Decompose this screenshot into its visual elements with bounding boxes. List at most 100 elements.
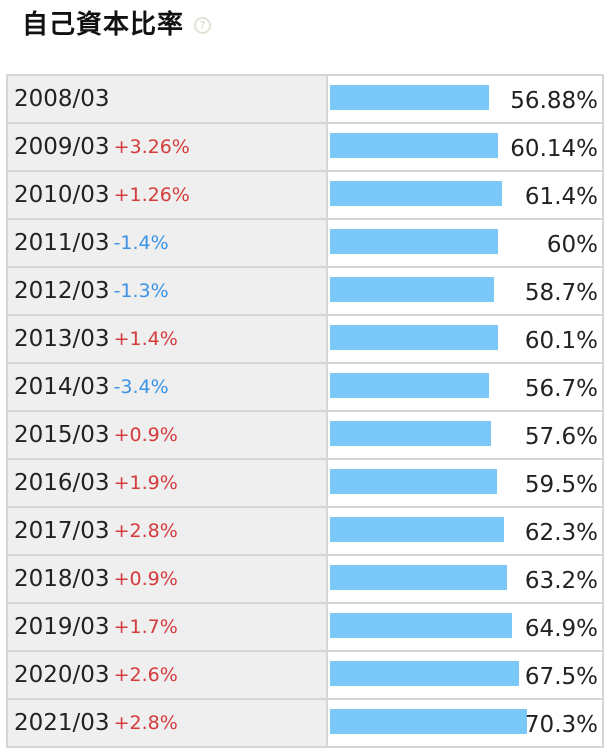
header: 自己資本比率 ? [22, 2, 212, 42]
year-label: 2019/03 [14, 614, 110, 640]
change-label: +2.6% [113, 664, 178, 686]
bar-cell: 63.2% [330, 556, 602, 602]
bar [330, 373, 489, 398]
change-label: +2.8% [113, 520, 178, 542]
bar-cell: 64.9% [330, 604, 602, 650]
table-row: 2013/03 +1.4% 60.1% [8, 314, 602, 362]
change-label: -1.3% [113, 280, 169, 302]
value-label: 61.4% [524, 183, 598, 210]
change-label: -3.4% [113, 376, 169, 398]
value-label: 58.7% [524, 279, 598, 306]
equity-ratio-table: 2008/03 56.88% 2009/03 +3.26% 60.14% 2010/03 +… [6, 74, 604, 748]
bar [330, 181, 502, 206]
bar [330, 613, 512, 638]
bar [330, 661, 519, 686]
bar-cell: 67.5% [330, 652, 602, 698]
table-row: 2020/03 +2.6% 67.5% [8, 650, 602, 698]
bar [330, 517, 505, 542]
bar [330, 565, 507, 590]
change-label: +0.9% [113, 568, 178, 590]
year-label: 2014/03 [14, 374, 110, 400]
bar-cell: 60% [330, 220, 602, 266]
table-row: 2019/03 +1.7% 64.9% [8, 602, 602, 650]
value-label: 60.1% [524, 327, 598, 354]
value-label: 57.6% [524, 423, 598, 450]
bar [330, 229, 498, 254]
value-label: 64.9% [524, 615, 598, 642]
change-label: +1.26% [113, 184, 190, 206]
change-label: +1.7% [113, 616, 178, 638]
table-row: 2016/03 +1.9% 59.5% [8, 458, 602, 506]
table-row: 2015/03 +0.9% 57.6% [8, 410, 602, 458]
table-row: 2021/03 +2.8% 70.3% [8, 698, 602, 746]
year-label: 2017/03 [14, 518, 110, 544]
value-label: 67.5% [524, 663, 598, 690]
year-label: 2021/03 [14, 710, 110, 736]
year-cell: 2014/03 -3.4% [8, 364, 328, 410]
bar-cell: 62.3% [330, 508, 602, 554]
year-cell: 2019/03 +1.7% [8, 604, 328, 650]
value-label: 56.7% [524, 375, 598, 402]
year-label: 2008/03 [14, 86, 110, 112]
bar [330, 421, 492, 446]
year-cell: 2010/03 +1.26% [8, 172, 328, 218]
bar [330, 133, 499, 158]
year-cell: 2013/03 +1.4% [8, 316, 328, 362]
year-label: 2013/03 [14, 326, 110, 352]
year-cell: 2017/03 +2.8% [8, 508, 328, 554]
table-row: 2010/03 +1.26% 61.4% [8, 170, 602, 218]
bar [330, 85, 490, 110]
table-row: 2011/03 -1.4% 60% [8, 218, 602, 266]
year-cell: 2020/03 +2.6% [8, 652, 328, 698]
bar-cell: 58.7% [330, 268, 602, 314]
bar-cell: 59.5% [330, 460, 602, 506]
chart-title: 自己資本比率 [22, 9, 185, 40]
table-row: 2009/03 +3.26% 60.14% [8, 122, 602, 170]
value-label: 62.3% [524, 519, 598, 546]
table-row: 2008/03 56.88% [8, 76, 602, 122]
year-label: 2011/03 [14, 230, 110, 256]
change-label: +3.26% [113, 136, 190, 158]
bar-cell: 56.7% [330, 364, 602, 410]
value-label: 63.2% [524, 567, 598, 594]
table-row: 2014/03 -3.4% 56.7% [8, 362, 602, 410]
change-label: -1.4% [113, 232, 169, 254]
value-label: 56.88% [510, 87, 598, 114]
year-cell: 2012/03 -1.3% [8, 268, 328, 314]
bar [330, 325, 499, 350]
year-label: 2016/03 [14, 470, 110, 496]
bar [330, 709, 527, 734]
bar [330, 277, 495, 302]
year-cell: 2021/03 +2.8% [8, 700, 328, 746]
table-row: 2017/03 +2.8% 62.3% [8, 506, 602, 554]
bar-cell: 57.6% [330, 412, 602, 458]
help-question-icon[interactable]: ? [194, 16, 212, 34]
value-label: 59.5% [524, 471, 598, 498]
value-label: 60% [546, 231, 598, 258]
bar-cell: 60.14% [330, 124, 602, 170]
bar-cell: 61.4% [330, 172, 602, 218]
year-cell: 2016/03 +1.9% [8, 460, 328, 506]
year-cell: 2008/03 [8, 76, 328, 122]
bar [330, 469, 497, 494]
year-label: 2018/03 [14, 566, 110, 592]
table-row: 2012/03 -1.3% 58.7% [8, 266, 602, 314]
table-row: 2018/03 +0.9% 63.2% [8, 554, 602, 602]
change-label: +2.8% [113, 712, 178, 734]
year-cell: 2018/03 +0.9% [8, 556, 328, 602]
bar-cell: 70.3% [330, 700, 602, 746]
year-cell: 2011/03 -1.4% [8, 220, 328, 266]
year-label: 2020/03 [14, 662, 110, 688]
year-label: 2009/03 [14, 134, 110, 160]
change-label: +0.9% [113, 424, 178, 446]
year-label: 2015/03 [14, 422, 110, 448]
bar-cell: 60.1% [330, 316, 602, 362]
value-label: 70.3% [524, 711, 598, 738]
change-label: +1.4% [113, 328, 178, 350]
value-label: 60.14% [510, 135, 598, 162]
year-label: 2012/03 [14, 278, 110, 304]
year-cell: 2009/03 +3.26% [8, 124, 328, 170]
year-cell: 2015/03 +0.9% [8, 412, 328, 458]
change-label: +1.9% [113, 472, 178, 494]
year-label: 2010/03 [14, 182, 110, 208]
